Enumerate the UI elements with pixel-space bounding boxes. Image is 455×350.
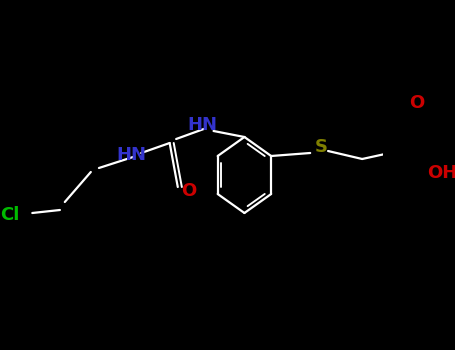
Text: O: O — [182, 182, 197, 200]
Text: S: S — [315, 138, 328, 156]
Text: O: O — [409, 94, 424, 112]
Text: HN: HN — [187, 116, 217, 134]
Text: HN: HN — [116, 146, 147, 164]
Text: OH: OH — [428, 164, 455, 182]
Text: Cl: Cl — [0, 206, 19, 224]
